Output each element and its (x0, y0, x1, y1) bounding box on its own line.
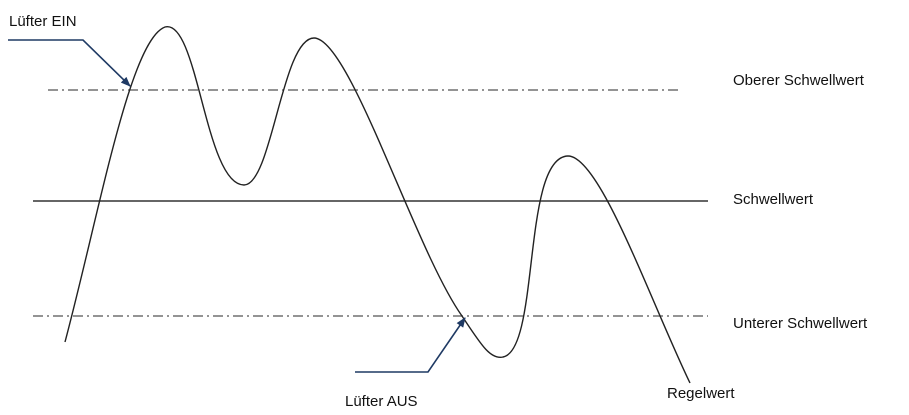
fan-on-label: Lüfter EIN (9, 13, 77, 30)
upper-threshold-label: Oberer Schwellwert (733, 72, 864, 89)
control-value-label: Regelwert (667, 385, 735, 402)
lower-threshold-label: Unterer Schwellwert (733, 315, 868, 332)
fan-on-pointer (8, 39, 131, 87)
control-value-curve (64, 26, 691, 384)
threshold-label: Schwellwert (733, 191, 814, 208)
fan-off-label: Lüfter AUS (345, 393, 418, 410)
fan-off-pointer (355, 317, 466, 373)
